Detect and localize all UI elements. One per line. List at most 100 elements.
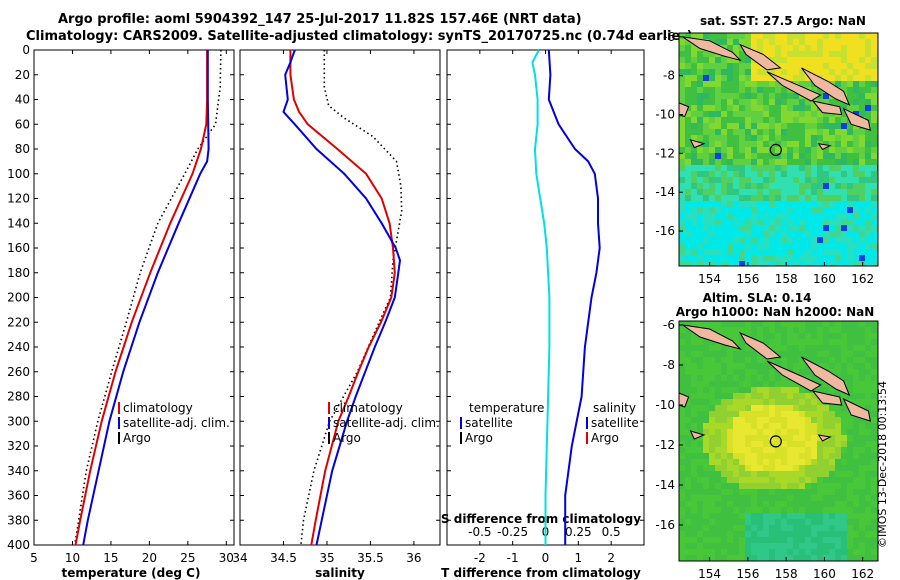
sla_map-cell (829, 459, 835, 465)
sst_map-cell (763, 129, 769, 135)
sst_map-cell (805, 255, 811, 261)
sla_map-cell (859, 483, 865, 489)
sst_map-cell (691, 165, 697, 171)
sst_map-cell (817, 243, 823, 249)
sla_map-cell (799, 459, 805, 465)
sst_map-cell (745, 105, 751, 111)
sst_map-cell (769, 249, 775, 255)
sla_map-cell (703, 543, 709, 549)
sla_map-cell (859, 333, 865, 339)
sst_map-cell (739, 81, 745, 87)
sst_map-cell (721, 237, 727, 243)
sla_map-cell (799, 369, 805, 375)
sst_map-cell (835, 183, 841, 189)
sla_map-cell (685, 381, 691, 387)
sla_map-cell (685, 549, 691, 555)
sst_map-cell (811, 237, 817, 243)
sst_map-cell (781, 213, 787, 219)
sla_map-cell (847, 429, 853, 435)
sla_map-cell (685, 393, 691, 399)
sst_map-cell (871, 171, 877, 177)
sla_map-cell (835, 369, 841, 375)
sla_map-cell (769, 459, 775, 465)
sla_map-cell (721, 411, 727, 417)
sla_map-cell (685, 453, 691, 459)
sla_map-cell (733, 477, 739, 483)
sst_map-cell (859, 33, 865, 39)
sla_map-cell (787, 411, 793, 417)
sst_map-cell (781, 159, 787, 165)
sla_map-cell (763, 513, 769, 519)
sst_map-cell (733, 159, 739, 165)
sla_map-cell (715, 531, 721, 537)
sla_map-cell (841, 543, 847, 549)
sla_map-cell (751, 495, 757, 501)
sst_map-cell (817, 195, 823, 201)
sla_map-cell (715, 387, 721, 393)
sst_map-cell (823, 117, 829, 123)
sla_map-cell (811, 429, 817, 435)
sla_map-cell (763, 549, 769, 555)
sla_map-cell (697, 399, 703, 405)
sla_map-cell (823, 483, 829, 489)
sla_map-cell (757, 459, 763, 465)
sst_map-cell (835, 135, 841, 141)
sla_map-cell (757, 327, 763, 333)
sla_map-cell (727, 441, 733, 447)
sla_map-cell (769, 339, 775, 345)
sla_map-cell (721, 327, 727, 333)
sst_map-cell (865, 51, 871, 57)
sst_map-cell (715, 219, 721, 225)
sla_map-ytick-label: -16 (655, 518, 675, 532)
sst_map-cell (859, 87, 865, 93)
sst_map-cell (811, 213, 817, 219)
sla_map-cell (727, 555, 733, 561)
sst_map-cell (787, 45, 793, 51)
sla_map-cell (787, 357, 793, 363)
sla_map-cell (847, 363, 853, 369)
sla_map-cell (733, 357, 739, 363)
sla_map-cell (727, 459, 733, 465)
sst_map-cell (793, 45, 799, 51)
sst_map-cell (691, 33, 697, 39)
sla_map-cell (745, 351, 751, 357)
sst_map-cell (805, 63, 811, 69)
sla_map-cell (751, 489, 757, 495)
sla_map-cell (835, 447, 841, 453)
sst_map-cell (679, 243, 685, 249)
sla_map-cell (751, 465, 757, 471)
sst_map-cell (793, 255, 799, 261)
sla_map-cell (793, 471, 799, 477)
sla_map-cell (847, 495, 853, 501)
sla_map-cell (787, 483, 793, 489)
sla_map-cell (733, 501, 739, 507)
sla_map-cell (733, 321, 739, 327)
sla_map-cell (685, 399, 691, 405)
sla_map-cell (829, 327, 835, 333)
sst_map-cell (847, 69, 853, 75)
sla_map-cell (835, 543, 841, 549)
sst_map-cell (679, 51, 685, 57)
sst_map-cell (835, 147, 841, 153)
sla_map-cell (817, 339, 823, 345)
sst_map-cell (847, 99, 853, 105)
sst_map-cell (763, 45, 769, 51)
sst_map-cell (847, 159, 853, 165)
sla_map-cell (847, 333, 853, 339)
sst_map-cell (817, 237, 823, 243)
sla_map-cell (763, 327, 769, 333)
sla_map-cell (751, 417, 757, 423)
sst_map-cell (781, 231, 787, 237)
sst_map-cell (817, 123, 823, 129)
sst_map-cell (871, 177, 877, 183)
sla_map-cell (865, 333, 871, 339)
sla_map-cell (769, 369, 775, 375)
sst_map-cell (685, 57, 691, 63)
sst_map-cell (715, 123, 721, 129)
sst_map-cell (709, 105, 715, 111)
sla_map-cell (829, 543, 835, 549)
sla_map-cell (811, 531, 817, 537)
sla_map-cell (757, 441, 763, 447)
sst_map-cell (805, 105, 811, 111)
sst_map-cell (805, 189, 811, 195)
